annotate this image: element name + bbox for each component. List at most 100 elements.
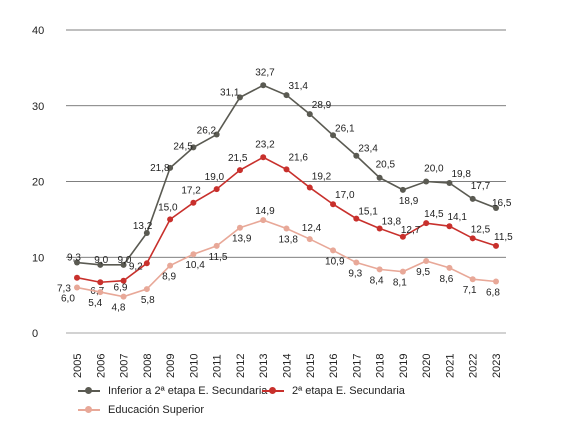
data-label-1-2021: 14,1	[447, 212, 467, 223]
data-point-1-2021	[446, 223, 453, 230]
data-label-1-2022: 12,5	[471, 224, 491, 235]
data-label-0-2012: 31,1	[220, 87, 240, 98]
data-point-2-2020	[423, 258, 430, 265]
data-point-1-2006	[97, 279, 104, 286]
data-point-0-2010	[190, 144, 197, 151]
data-label-2-2006: 5,4	[88, 298, 102, 309]
y-tick-label-20: 20	[32, 177, 44, 189]
data-label-2-2012: 13,9	[232, 234, 252, 245]
data-point-1-2020	[423, 220, 430, 227]
data-point-2-2016	[330, 247, 337, 254]
x-tick-label-2005: 2005	[72, 354, 84, 378]
y-tick-label-40: 40	[32, 25, 44, 37]
data-label-2-2017: 9,3	[348, 269, 362, 280]
x-tick-label-2007: 2007	[119, 354, 131, 378]
data-label-2-2023: 6,8	[486, 287, 500, 298]
data-point-1-2009	[167, 216, 174, 223]
data-label-0-2008: 13,2	[133, 221, 153, 232]
data-label-2-2013: 14,9	[255, 206, 275, 217]
data-label-2-2011: 11,5	[209, 252, 228, 263]
data-label-0-2011: 26,2	[197, 126, 217, 137]
data-point-2-2013	[260, 217, 267, 224]
data-point-0-2018	[376, 174, 383, 181]
data-label-1-2019: 12,7	[401, 225, 421, 236]
data-label-1-2011: 19,0	[205, 172, 225, 183]
data-point-0-2006	[97, 261, 104, 268]
data-point-0-2015	[306, 111, 313, 118]
data-point-0-2011	[213, 131, 220, 138]
data-point-0-2013	[260, 82, 267, 89]
x-tick-label-2015: 2015	[305, 354, 317, 378]
x-tick-label-2008: 2008	[142, 354, 154, 378]
data-point-0-2014	[283, 92, 290, 99]
data-label-0-2017: 23,4	[358, 144, 378, 155]
data-label-1-2005: 7,3	[57, 284, 71, 295]
x-tick-label-2020: 2020	[421, 354, 433, 378]
data-point-0-2022	[469, 195, 476, 202]
data-point-0-2020	[423, 178, 430, 185]
data-label-2-2009: 8,9	[162, 272, 176, 283]
data-label-2-2010: 10,4	[185, 260, 205, 271]
data-label-0-2018: 20,5	[376, 160, 396, 171]
data-point-2-2019	[399, 268, 406, 275]
data-point-2-2018	[376, 266, 383, 273]
data-point-2-2017	[353, 259, 360, 266]
data-label-2-2018: 8,4	[370, 275, 384, 286]
data-label-2-2021: 8,6	[439, 274, 453, 285]
data-label-1-2015: 19,2	[312, 172, 332, 183]
data-label-1-2017: 15,1	[358, 207, 378, 218]
data-point-2-2008	[143, 286, 150, 293]
data-label-0-2007: 9,0	[118, 255, 132, 266]
data-point-2-2023	[493, 278, 499, 285]
data-label-2-2019: 8,1	[393, 278, 407, 289]
data-label-1-2023: 11,5	[494, 232, 513, 243]
data-label-2-2014: 13,8	[279, 234, 299, 245]
data-point-1-2012	[236, 167, 243, 174]
data-label-2-2015: 12,4	[302, 223, 322, 234]
data-label-1-2007: 6,9	[114, 283, 128, 294]
x-tick-label-2006: 2006	[95, 354, 107, 378]
data-label-0-2010: 24,5	[173, 141, 193, 152]
data-point-1-2005	[74, 274, 80, 281]
data-point-0-2008	[143, 230, 150, 237]
x-tick-label-2014: 2014	[282, 354, 294, 378]
data-label-1-2012: 21,5	[228, 153, 248, 164]
data-point-0-2012	[236, 94, 243, 101]
data-label-0-2015: 28,9	[312, 100, 332, 111]
data-point-2-2011	[213, 242, 220, 249]
data-point-0-2017	[353, 152, 360, 159]
data-label-2-2022: 7,1	[463, 285, 477, 296]
data-point-2-2007	[120, 293, 127, 300]
x-tick-label-2010: 2010	[188, 354, 200, 378]
data-point-1-2015	[306, 184, 313, 191]
data-label-2-2016: 10,9	[325, 256, 345, 267]
data-label-0-2021: 19,8	[451, 169, 471, 180]
data-point-0-2005	[74, 259, 80, 266]
data-label-1-2010: 17,2	[181, 186, 201, 197]
data-label-1-2018: 13,8	[382, 216, 402, 227]
y-tick-label-10: 10	[32, 252, 44, 264]
data-point-1-2007	[120, 277, 127, 284]
data-point-0-2023	[493, 205, 499, 212]
data-point-0-2007	[120, 261, 127, 268]
data-label-2-2007: 4,8	[112, 303, 126, 314]
x-tick-label-2012: 2012	[235, 354, 247, 378]
data-point-2-2014	[283, 225, 290, 232]
data-label-0-2020: 20,0	[424, 164, 444, 175]
data-label-1-2020: 14,5	[424, 209, 444, 220]
data-label-2-2005: 6,0	[61, 294, 75, 305]
data-label-1-2009: 15,0	[158, 202, 178, 213]
x-tick-label-2011: 2011	[212, 354, 224, 378]
data-label-0-2005: 9,3	[67, 253, 81, 264]
data-point-1-2017	[353, 215, 360, 222]
x-tick-label-2009: 2009	[165, 354, 177, 378]
data-label-0-2009: 21,8	[150, 163, 170, 174]
data-label-0-2019: 18,9	[399, 196, 419, 207]
data-point-2-2021	[446, 264, 453, 271]
data-label-1-2014: 21,6	[289, 152, 309, 163]
x-tick-label-2016: 2016	[328, 354, 340, 378]
x-tick-label-2022: 2022	[468, 354, 480, 378]
x-tick-label-2023: 2023	[491, 354, 503, 378]
data-point-0-2019	[399, 186, 406, 193]
data-label-0-2023: 16,5	[492, 198, 512, 209]
